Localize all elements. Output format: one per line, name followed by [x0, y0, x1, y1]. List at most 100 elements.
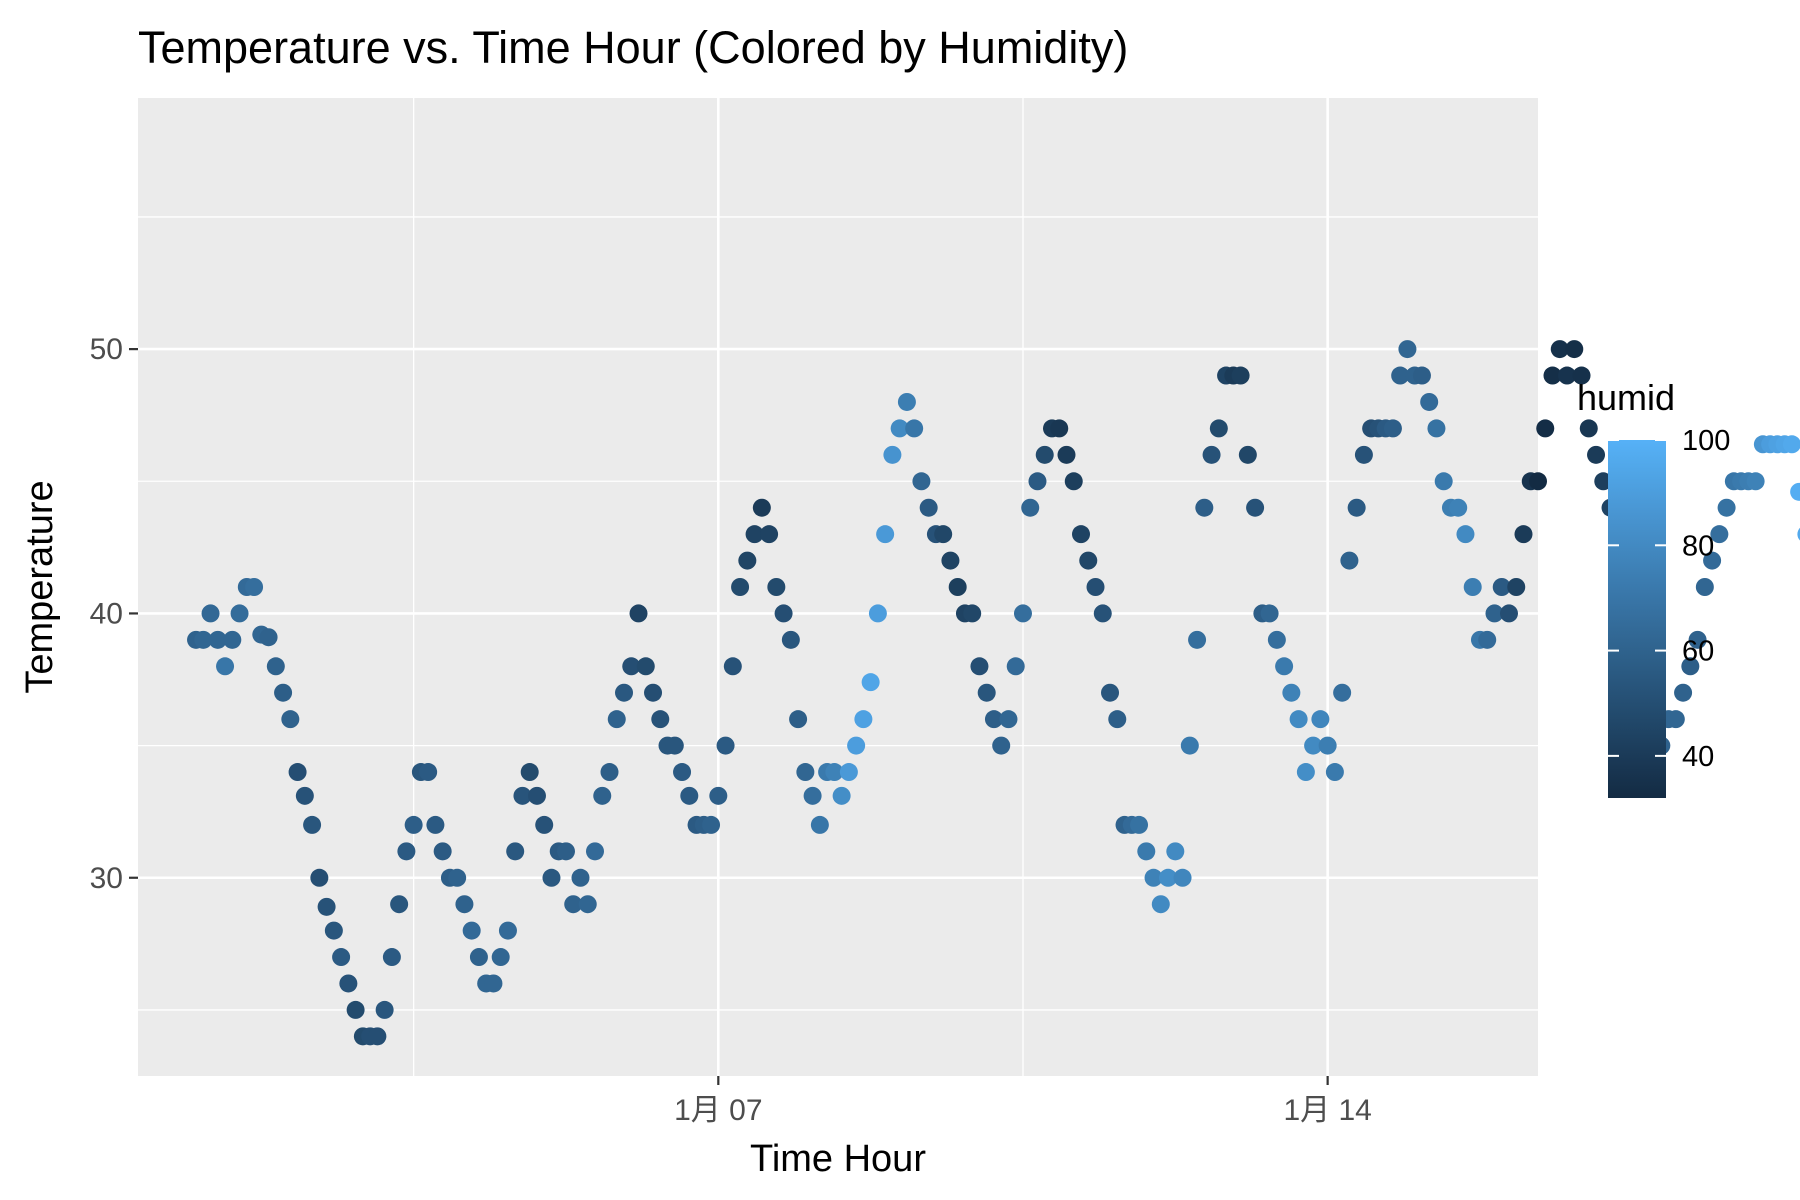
data-point: [963, 604, 982, 623]
data-point: [934, 525, 953, 544]
legend-tick-label: 80: [1682, 530, 1714, 562]
data-point: [520, 763, 539, 782]
data-point: [1746, 472, 1765, 491]
data-point: [1289, 710, 1308, 729]
y-tick-label: 50: [90, 333, 123, 366]
data-point: [1130, 815, 1149, 834]
chart-title: Temperature vs. Time Hour (Colored by Hu…: [138, 22, 1128, 73]
data-point: [1231, 366, 1250, 385]
data-point: [709, 786, 728, 805]
data-point: [462, 921, 481, 940]
data-point: [905, 419, 924, 438]
data-point: [1550, 340, 1569, 359]
data-point: [1558, 366, 1577, 385]
data-point: [1703, 551, 1722, 570]
data-point: [651, 710, 670, 729]
data-point: [716, 736, 735, 755]
data-point: [295, 786, 314, 805]
data-point: [970, 657, 989, 676]
axes: 30 40 50 1月 07 1月 14: [90, 333, 1372, 1127]
data-point: [680, 786, 699, 805]
data-point: [1594, 472, 1613, 491]
data-point: [600, 763, 619, 782]
data-point: [1565, 340, 1584, 359]
data-point: [324, 921, 343, 940]
data-point: [607, 710, 626, 729]
data-point: [1666, 710, 1685, 729]
plot-panel: [138, 98, 1538, 1076]
data-point: [1275, 657, 1294, 676]
data-point: [1325, 763, 1344, 782]
data-point: [644, 683, 663, 702]
data-point: [1492, 578, 1511, 596]
data-point: [1587, 445, 1606, 464]
data-point: [941, 551, 960, 570]
data-point: [1354, 445, 1373, 464]
data-point: [1086, 578, 1105, 596]
data-point: [1209, 419, 1228, 438]
data-point: [274, 683, 293, 702]
data-point: [1717, 498, 1736, 517]
data-point: [1057, 445, 1076, 464]
data-point: [1173, 868, 1192, 887]
data-point: [1420, 392, 1439, 411]
data-point: [738, 551, 757, 570]
data-point: [1347, 498, 1366, 517]
data-point: [1318, 736, 1337, 755]
data-point: [506, 842, 525, 861]
data-point: [745, 525, 764, 544]
data-point: [847, 736, 866, 755]
data-point: [636, 657, 655, 676]
legend-tick-label: 40: [1682, 741, 1714, 773]
data-point: [1507, 578, 1526, 596]
data-point: [622, 657, 641, 676]
data-point: [948, 578, 967, 596]
legend-ticks: 40 60 80 100: [1608, 425, 1730, 773]
data-point: [281, 710, 300, 729]
data-point: [615, 683, 634, 702]
data-point: [448, 868, 467, 887]
data-point: [1072, 525, 1091, 544]
data-point: [433, 842, 452, 861]
data-point: [1028, 472, 1047, 491]
data-point: [1499, 604, 1518, 623]
data-point: [455, 895, 474, 914]
data-point: [977, 683, 996, 702]
data-point: [1195, 498, 1214, 517]
data-point: [897, 392, 916, 411]
data-point: [1180, 736, 1199, 755]
data-point: [665, 736, 684, 755]
data-point: [1456, 525, 1475, 544]
data-point: [825, 763, 844, 782]
data-point: [1035, 445, 1054, 464]
data-point: [1449, 498, 1468, 517]
data-point: [781, 630, 800, 649]
data-point: [397, 842, 416, 861]
data-point: [245, 578, 264, 596]
data-point: [861, 673, 880, 692]
data-point: [854, 710, 873, 729]
data-point: [767, 578, 786, 596]
data-point: [426, 815, 445, 834]
data-point: [230, 604, 249, 623]
x-axis-title: Time Hour: [750, 1138, 926, 1180]
data-point: [1478, 630, 1497, 649]
data-point: [578, 895, 597, 914]
data-point: [208, 630, 227, 649]
data-point: [382, 948, 401, 967]
data-point: [1079, 551, 1098, 570]
data-point: [542, 868, 561, 887]
data-point: [1514, 525, 1533, 544]
data-point: [1695, 578, 1714, 596]
data-point: [1108, 710, 1127, 729]
data-point: [1144, 868, 1163, 887]
data-point: [404, 815, 423, 834]
data-point: [673, 763, 692, 782]
data-point: [1304, 736, 1323, 755]
data-point: [752, 498, 771, 517]
data-point: [259, 628, 278, 647]
data-point: [1710, 525, 1729, 544]
data-point: [201, 604, 220, 623]
data-point: [564, 895, 583, 914]
